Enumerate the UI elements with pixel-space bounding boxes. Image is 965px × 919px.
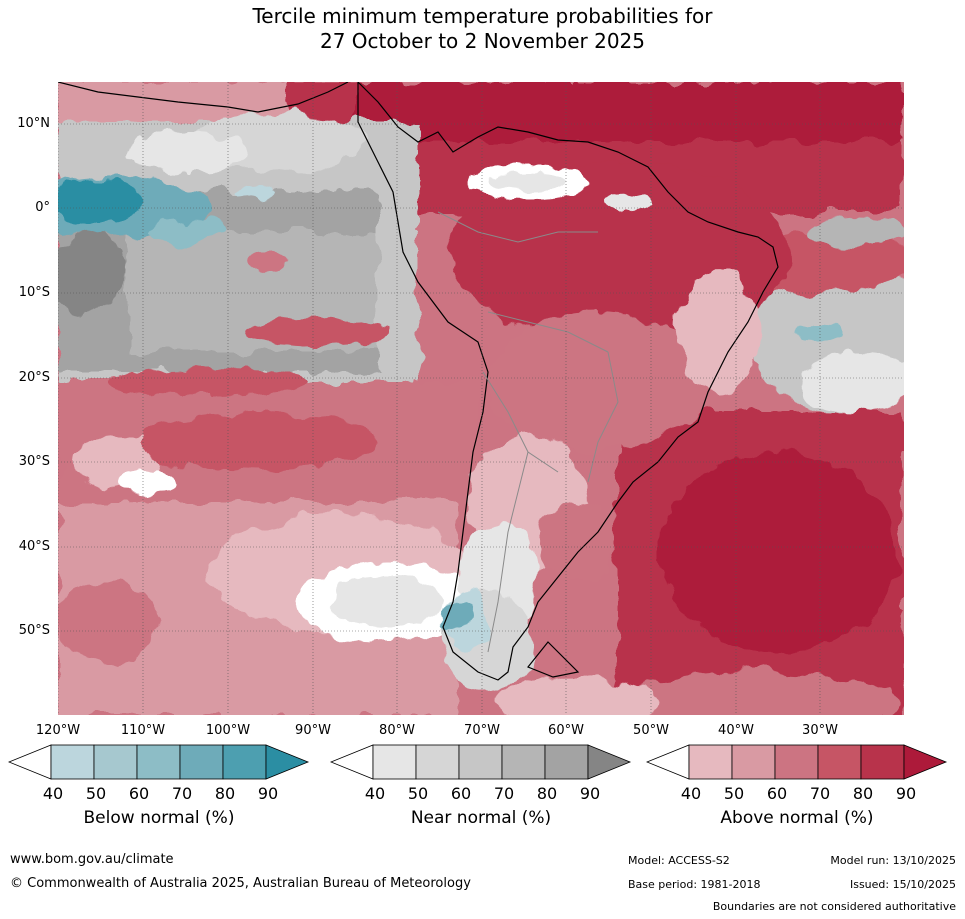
below-colorbar-min-arrow — [8, 744, 52, 780]
model-run-date: Model run: 13/10/2025 — [830, 854, 956, 867]
graticule — [58, 82, 904, 715]
above-tick-40: 40 — [680, 784, 702, 803]
above-tick-90: 90 — [895, 784, 917, 803]
below-colorbar-block-5 — [222, 744, 267, 780]
copyright-text: © Commonwealth of Australia 2025, Austra… — [10, 876, 471, 891]
near-normal-title: Near normal (%) — [410, 808, 552, 828]
map-title: Tercile minimum temperature probabilitie… — [0, 4, 965, 54]
below-tick-60: 60 — [128, 784, 150, 803]
below-normal-title: Below normal (%) — [83, 808, 235, 828]
near-tick-50: 50 — [407, 784, 429, 803]
title-line-1: Tercile minimum temperature probabilitie… — [252, 4, 713, 28]
lon-label-40w: 40°W — [718, 723, 754, 738]
near-tick-90: 90 — [579, 784, 601, 803]
lat-label-10n: 10°N — [17, 116, 50, 131]
lat-label-30s: 30°S — [18, 454, 50, 469]
probability-map — [58, 82, 904, 715]
below-tick-40: 40 — [42, 784, 64, 803]
near-tick-80: 80 — [536, 784, 558, 803]
above-tick-50: 50 — [723, 784, 745, 803]
map-canvas — [58, 82, 904, 715]
near-colorbar-block-5 — [544, 744, 589, 780]
lat-label-10s: 10°S — [18, 285, 50, 300]
below-tick-90: 90 — [257, 784, 279, 803]
below-tick-70: 70 — [171, 784, 193, 803]
boundaries-disclaimer: Boundaries are not considered authoritat… — [712, 900, 956, 913]
lon-label-80w: 80°W — [379, 723, 415, 738]
above-colorbar-block-3 — [774, 744, 819, 780]
above-normal-title: Above normal (%) — [720, 808, 874, 828]
colorbar-above — [646, 744, 948, 780]
above-colorbar-min-arrow — [646, 744, 690, 780]
near-tick-60: 60 — [450, 784, 472, 803]
colorbar-near — [330, 744, 632, 780]
near-colorbar-block-2 — [415, 744, 460, 780]
near-colorbar-block-3 — [458, 744, 503, 780]
lon-label-60w: 60°W — [548, 723, 584, 738]
lon-label-90w: 90°W — [295, 723, 331, 738]
above-colorbar-block-2 — [731, 744, 776, 780]
lon-label-30w: 30°W — [802, 723, 838, 738]
near-colorbar-block-1 — [372, 744, 417, 780]
lon-label-50w: 50°W — [633, 723, 669, 738]
country-borders — [437, 211, 619, 653]
near-tick-70: 70 — [493, 784, 515, 803]
title-line-2: 27 October to 2 November 2025 — [319, 29, 646, 53]
above-tick-70: 70 — [809, 784, 831, 803]
below-colorbar-block-4 — [179, 744, 224, 780]
lon-label-100w: 100°W — [205, 723, 251, 738]
near-colorbar-min-arrow — [330, 744, 374, 780]
base-period: Base period: 1981-2018 — [628, 878, 761, 891]
lon-label-70w: 70°W — [464, 723, 500, 738]
above-tick-60: 60 — [766, 784, 788, 803]
above-colorbar-block-4 — [817, 744, 862, 780]
lon-label-120w: 120°W — [35, 723, 81, 738]
near-colorbar-block-4 — [501, 744, 546, 780]
near-tick-40: 40 — [364, 784, 386, 803]
above-colorbar-block-5 — [860, 744, 905, 780]
above-tick-80: 80 — [852, 784, 874, 803]
source-link[interactable]: www.bom.gov.au/climate — [10, 852, 174, 867]
below-colorbar-block-3 — [136, 744, 181, 780]
issued-date: Issued: 15/10/2025 — [849, 878, 956, 891]
model-name: Model: ACCESS-S2 — [628, 854, 730, 867]
probability-detail — [108, 164, 843, 396]
lat-label-0: 0° — [35, 200, 50, 215]
colorbar-below — [8, 744, 310, 780]
near-colorbar-max-arrow — [587, 744, 632, 780]
lon-label-110w: 110°W — [120, 723, 166, 738]
lat-label-40s: 40°S — [18, 539, 50, 554]
below-colorbar-block-1 — [50, 744, 95, 780]
below-tick-50: 50 — [85, 784, 107, 803]
above-colorbar-block-1 — [688, 744, 733, 780]
below-tick-80: 80 — [214, 784, 236, 803]
below-colorbar-max-arrow — [265, 744, 310, 780]
lat-label-50s: 50°S — [18, 623, 50, 638]
above-colorbar-max-arrow — [903, 744, 948, 780]
probability-shading — [58, 82, 904, 715]
lat-label-20s: 20°S — [18, 370, 50, 385]
below-colorbar-block-2 — [93, 744, 138, 780]
